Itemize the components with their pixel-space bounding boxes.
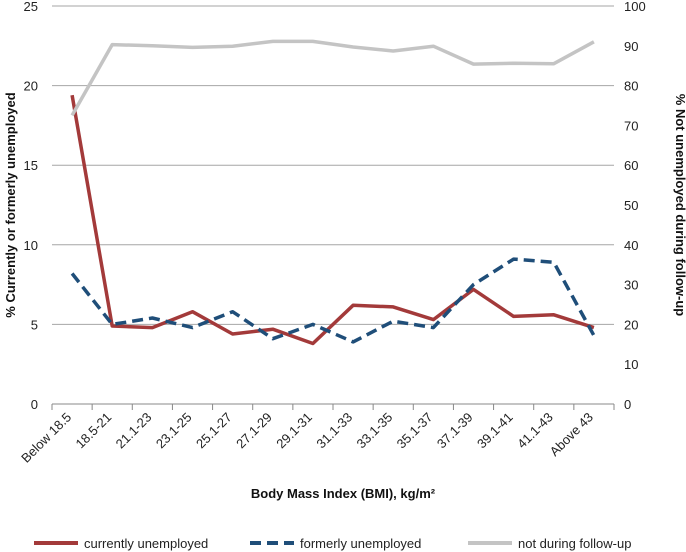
- x-tick-label: 33.1-35: [354, 410, 396, 452]
- right-y-tick-label: 40: [624, 238, 638, 253]
- right-y-tick-label: 0: [624, 397, 631, 412]
- series-line-formerly-unemployed: [70, 257, 596, 344]
- x-tick-label: 21.1-23: [113, 410, 155, 452]
- series-line-not-during-follow-up: [70, 39, 595, 117]
- legend-label-not-during-follow-up: not during follow-up: [518, 536, 631, 551]
- series-lines: [70, 39, 596, 346]
- gridlines: [52, 5, 614, 325]
- x-tick-label: 23.1-25: [153, 410, 195, 452]
- legend-label-formerly-unemployed: formerly unemployed: [300, 536, 421, 551]
- right-y-tick-labels: 0 10 20 30 40 50 60 70 80 90 100: [624, 0, 646, 412]
- right-y-tick-label: 60: [624, 158, 638, 173]
- x-tick-label: 27.1-29: [233, 410, 275, 452]
- left-y-tick-label: 25: [24, 0, 38, 14]
- left-y-tick-label: 20: [24, 79, 38, 94]
- x-tick-label: 31.1-33: [313, 410, 355, 452]
- left-y-tick-label: 0: [31, 397, 38, 412]
- x-tick-label: Below 18.5: [18, 410, 74, 466]
- right-y-axis-title: % Not unemployed during follow-up: [673, 94, 686, 316]
- right-y-tick-label: 30: [624, 278, 638, 293]
- right-y-tick-label: 100: [624, 0, 646, 14]
- x-tick-label: Above 43: [547, 410, 596, 459]
- x-tick-marks: [51, 404, 615, 410]
- x-axis-title: Body Mass Index (BMI), kg/m²: [251, 486, 436, 501]
- left-y-tick-label: 10: [24, 238, 38, 253]
- left-y-tick-label: 15: [24, 158, 38, 173]
- x-tick-label: 25.1-27: [193, 410, 235, 452]
- x-tick-label: 18.5-21: [73, 410, 115, 452]
- right-y-tick-label: 90: [624, 39, 638, 54]
- x-tick-labels: Below 18.518.5-2121.1-2323.1-2525.1-2727…: [18, 410, 596, 466]
- x-tick-label: 29.1-31: [273, 410, 315, 452]
- x-tick-label: 39.1-41: [474, 410, 516, 452]
- legend: currently unemployed formerly unemployed…: [34, 536, 631, 551]
- right-y-tick-label: 80: [624, 79, 638, 94]
- right-y-tick-label: 10: [624, 357, 638, 372]
- x-tick-label: 37.1-39: [434, 410, 476, 452]
- legend-label-currently-unemployed: currently unemployed: [84, 536, 208, 551]
- right-y-tick-label: 20: [624, 317, 638, 332]
- left-y-axis-title: % Currently or formerly unemployed: [3, 92, 18, 317]
- x-tick-label: 35.1-37: [394, 410, 436, 452]
- right-y-tick-label: 50: [624, 198, 638, 213]
- left-y-tick-label: 5: [31, 317, 38, 332]
- left-y-tick-labels: 0 5 10 15 20 25: [24, 0, 38, 412]
- series-line-currently-unemployed: [70, 94, 595, 346]
- right-y-tick-label: 70: [624, 118, 638, 133]
